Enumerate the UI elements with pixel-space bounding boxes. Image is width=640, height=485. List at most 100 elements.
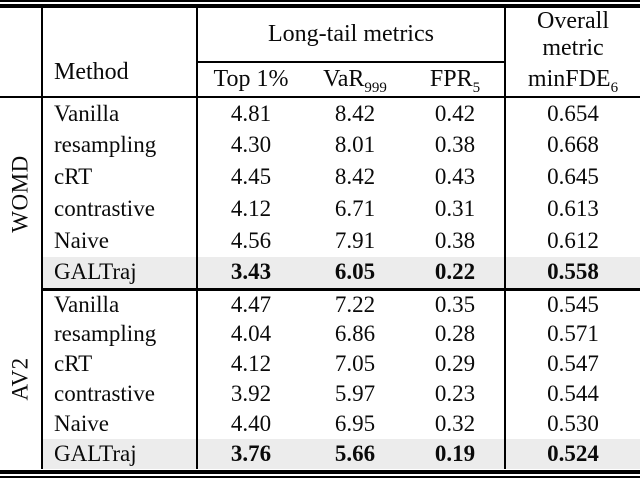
top1-cell: 4.47 xyxy=(230,291,272,317)
top1-cell: 4.12 xyxy=(230,351,272,376)
fpr-cell: 0.22 xyxy=(406,257,505,291)
method-cell: contrastive xyxy=(42,379,198,409)
top1-header-text: Top 1% xyxy=(213,66,289,92)
minfde-cell: 0.547 xyxy=(504,349,640,379)
method-cell: Vanilla xyxy=(42,289,198,319)
table-row: cRT 4.45 8.42 0.43 0.645 xyxy=(0,161,640,193)
table-row: contrastive 4.12 6.71 0.31 0.613 xyxy=(0,193,640,225)
minfde-cell: 0.645 xyxy=(504,161,640,193)
method-cell: Naive xyxy=(42,409,198,439)
overall-header-line1: Overall xyxy=(537,8,609,35)
bottom-rule-thin xyxy=(0,476,640,478)
method-column-header: Method xyxy=(42,8,198,98)
fpr-cell: 0.38 xyxy=(434,132,476,157)
var-header-text: VaR xyxy=(323,66,365,92)
var-cell: 6.05 xyxy=(304,257,406,291)
longtail-group-header: Long-tail metrics xyxy=(197,8,505,63)
fpr-cell: 0.28 xyxy=(434,321,476,346)
minfde-cell: 0.668 xyxy=(504,129,640,161)
table-row: cRT 4.12 7.05 0.29 0.547 xyxy=(0,349,640,379)
method-cell: cRT xyxy=(42,349,198,379)
fpr-cell: 0.38 xyxy=(434,228,476,253)
minfde-column-header: minFDE6 xyxy=(504,62,640,98)
bottom-rule-thick xyxy=(0,470,640,474)
method-cell: resampling xyxy=(42,129,198,161)
minfde-cell: 0.524 xyxy=(504,439,640,469)
fpr-cell: 0.29 xyxy=(434,351,476,376)
fpr-cell: 0.35 xyxy=(434,291,476,317)
minfde-cell: 0.545 xyxy=(504,289,640,319)
fpr-cell: 0.19 xyxy=(406,439,505,469)
table-row: resampling 4.30 8.01 0.38 0.668 xyxy=(0,129,640,161)
top1-cell: 3.43 xyxy=(197,257,304,291)
minfde-cell: 0.571 xyxy=(504,319,640,349)
top1-cell: 4.30 xyxy=(230,132,272,157)
fpr-header-text: FPR xyxy=(429,66,473,92)
rotated-label-wrap: WOMD xyxy=(0,155,41,232)
var-cell: 6.95 xyxy=(334,411,376,436)
var-column-header: VaR999 xyxy=(304,62,406,98)
var-cell: 5.66 xyxy=(304,439,406,469)
dataset-label-womd: WOMD xyxy=(0,97,43,289)
var-cell: 7.22 xyxy=(334,291,376,317)
minfde-cell: 0.544 xyxy=(504,379,640,409)
method-cell: cRT xyxy=(42,161,198,193)
var-cell: 7.05 xyxy=(334,351,376,376)
method-cell: Naive xyxy=(42,225,198,257)
minfde-cell: 0.613 xyxy=(504,193,640,225)
top1-cell: 4.04 xyxy=(230,321,272,346)
rotated-label-wrap: AV2 xyxy=(0,357,41,400)
fpr-cell: 0.23 xyxy=(434,381,476,406)
method-cell: contrastive xyxy=(42,193,198,225)
dataset-label-av2: AV2 xyxy=(0,289,43,469)
table-row: Naive 4.40 6.95 0.32 0.530 xyxy=(0,409,640,439)
var-cell: 5.97 xyxy=(334,381,376,406)
fpr-cell: 0.42 xyxy=(434,100,476,126)
minfde-header-text: minFDE xyxy=(527,65,611,92)
overall-header-line2: metric xyxy=(542,35,604,61)
header-row-groups: Method Long-tail metrics Overall metric xyxy=(0,8,640,98)
fpr-cell: 0.31 xyxy=(434,196,476,221)
top1-cell: 4.81 xyxy=(230,100,272,126)
var-cell: 6.86 xyxy=(334,321,376,346)
header-row-metrics: Top 1% VaR999 FPR5 minFDE6 xyxy=(0,62,640,98)
table-row: contrastive 3.92 5.97 0.23 0.544 xyxy=(0,379,640,409)
table-row: WOMD Vanilla 4.81 8.42 0.42 0.654 xyxy=(0,97,640,289)
method-cell: GALTraj xyxy=(42,257,198,291)
table-row-highlighted: GALTraj 3.76 5.66 0.19 0.524 xyxy=(0,439,640,469)
benchmark-results-table: Method Long-tail metrics Overall metric … xyxy=(0,8,640,469)
top1-column-header: Top 1% xyxy=(197,62,304,98)
dataset-label-text: AV2 xyxy=(7,357,33,401)
table-row: AV2 Vanilla 4.47 7.22 0.35 0.545 xyxy=(0,289,640,469)
top-rule-thin xyxy=(0,0,640,2)
fpr-column-header: FPR5 xyxy=(406,62,505,98)
table-row-highlighted: GALTraj 3.43 6.05 0.22 0.558 xyxy=(0,257,640,291)
top1-cell: 4.45 xyxy=(230,164,272,189)
minfde-cell: 0.654 xyxy=(504,97,640,129)
minfde-cell: 0.530 xyxy=(504,409,640,439)
table-row: Naive 4.56 7.91 0.38 0.612 xyxy=(0,225,640,257)
method-cell: resampling xyxy=(42,319,198,349)
var-cell: 8.42 xyxy=(334,100,376,126)
var-cell: 8.42 xyxy=(334,164,376,189)
dataset-column-header xyxy=(0,8,43,98)
fpr-cell: 0.32 xyxy=(434,411,476,436)
minfde-cell: 0.558 xyxy=(504,257,640,291)
var-header-sub: 999 xyxy=(364,79,387,96)
var-cell: 7.91 xyxy=(334,228,376,253)
table-row: resampling 4.04 6.86 0.28 0.571 xyxy=(0,319,640,349)
fpr-header-sub: 5 xyxy=(472,79,481,96)
var-cell: 6.71 xyxy=(334,196,376,221)
method-cell: Vanilla xyxy=(42,97,198,129)
minfde-header-sub: 6 xyxy=(610,79,619,96)
dataset-label-text: WOMD xyxy=(7,154,33,233)
fpr-cell: 0.43 xyxy=(434,164,476,189)
method-cell: GALTraj xyxy=(42,439,198,469)
top1-cell: 3.76 xyxy=(197,439,304,469)
top1-cell: 4.56 xyxy=(230,228,272,253)
top1-cell: 3.92 xyxy=(230,381,272,406)
overall-group-header: Overall metric xyxy=(504,8,640,62)
minfde-cell: 0.612 xyxy=(504,225,640,257)
top1-cell: 4.12 xyxy=(230,196,272,221)
